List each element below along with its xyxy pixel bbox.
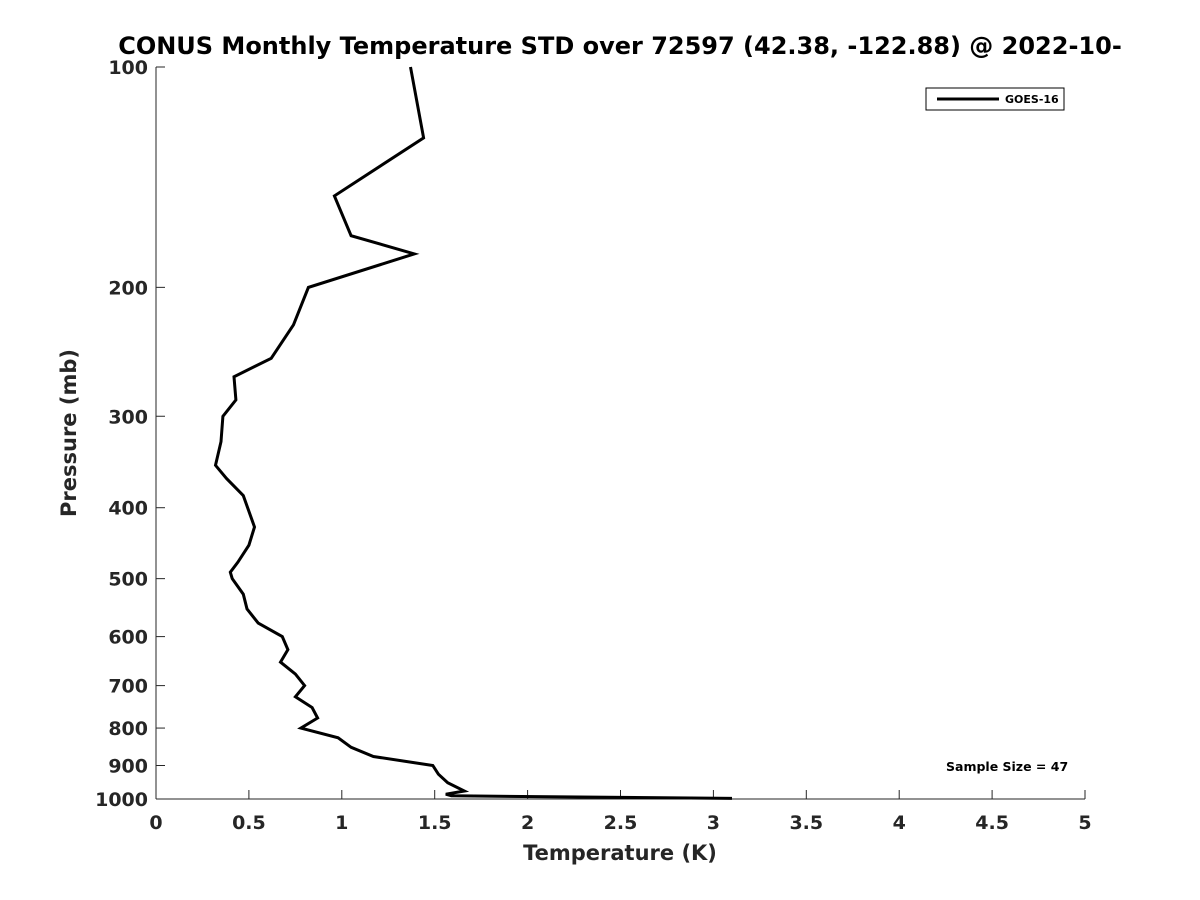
y-axis-ticks: 100 200 300 400 500 600 700 800 900 1000: [95, 57, 165, 811]
y-tick-label: 900: [108, 756, 148, 778]
x-axis-ticks: 0 0.5 1 1.5 2 2.5 3 3.5 4 4.5 5: [149, 790, 1092, 834]
y-tick-label: 300: [108, 406, 148, 428]
plot-area: [156, 67, 1085, 799]
series-layer: [213, 66, 733, 800]
y-tick-label: 1000: [95, 789, 148, 811]
legend-label-goes-16: GOES-16: [1005, 93, 1059, 106]
y-tick-label: 500: [108, 569, 148, 591]
x-tick-label: 2: [521, 812, 534, 834]
sample-size-annotation: Sample Size = 47: [946, 759, 1068, 774]
y-tick-label: 100: [108, 57, 148, 79]
x-tick-label: 0.5: [232, 812, 266, 834]
x-tick-label: 4: [893, 812, 906, 834]
y-axis-label: Pressure (mb): [57, 349, 81, 517]
x-tick-label: 5: [1078, 812, 1091, 834]
y-tick-label: 800: [108, 718, 148, 740]
y-tick-label: 700: [108, 676, 148, 698]
x-axis-label: Temperature (K): [523, 841, 717, 865]
chart-title: CONUS Monthly Temperature STD over 72597…: [118, 32, 1122, 60]
legend: GOES-16: [925, 87, 1065, 111]
y-tick-label: 600: [108, 627, 148, 649]
x-tick-label: 1: [335, 812, 348, 834]
x-tick-label: 2.5: [604, 812, 638, 834]
series-line-goes-16: [213, 66, 733, 800]
y-tick-label: 200: [108, 277, 148, 299]
x-tick-label: 0: [149, 812, 162, 834]
x-tick-label: 4.5: [975, 812, 1009, 834]
x-tick-label: 3: [707, 812, 720, 834]
y-tick-label: 400: [108, 498, 148, 520]
x-tick-label: 3.5: [789, 812, 823, 834]
x-tick-label: 1.5: [418, 812, 452, 834]
